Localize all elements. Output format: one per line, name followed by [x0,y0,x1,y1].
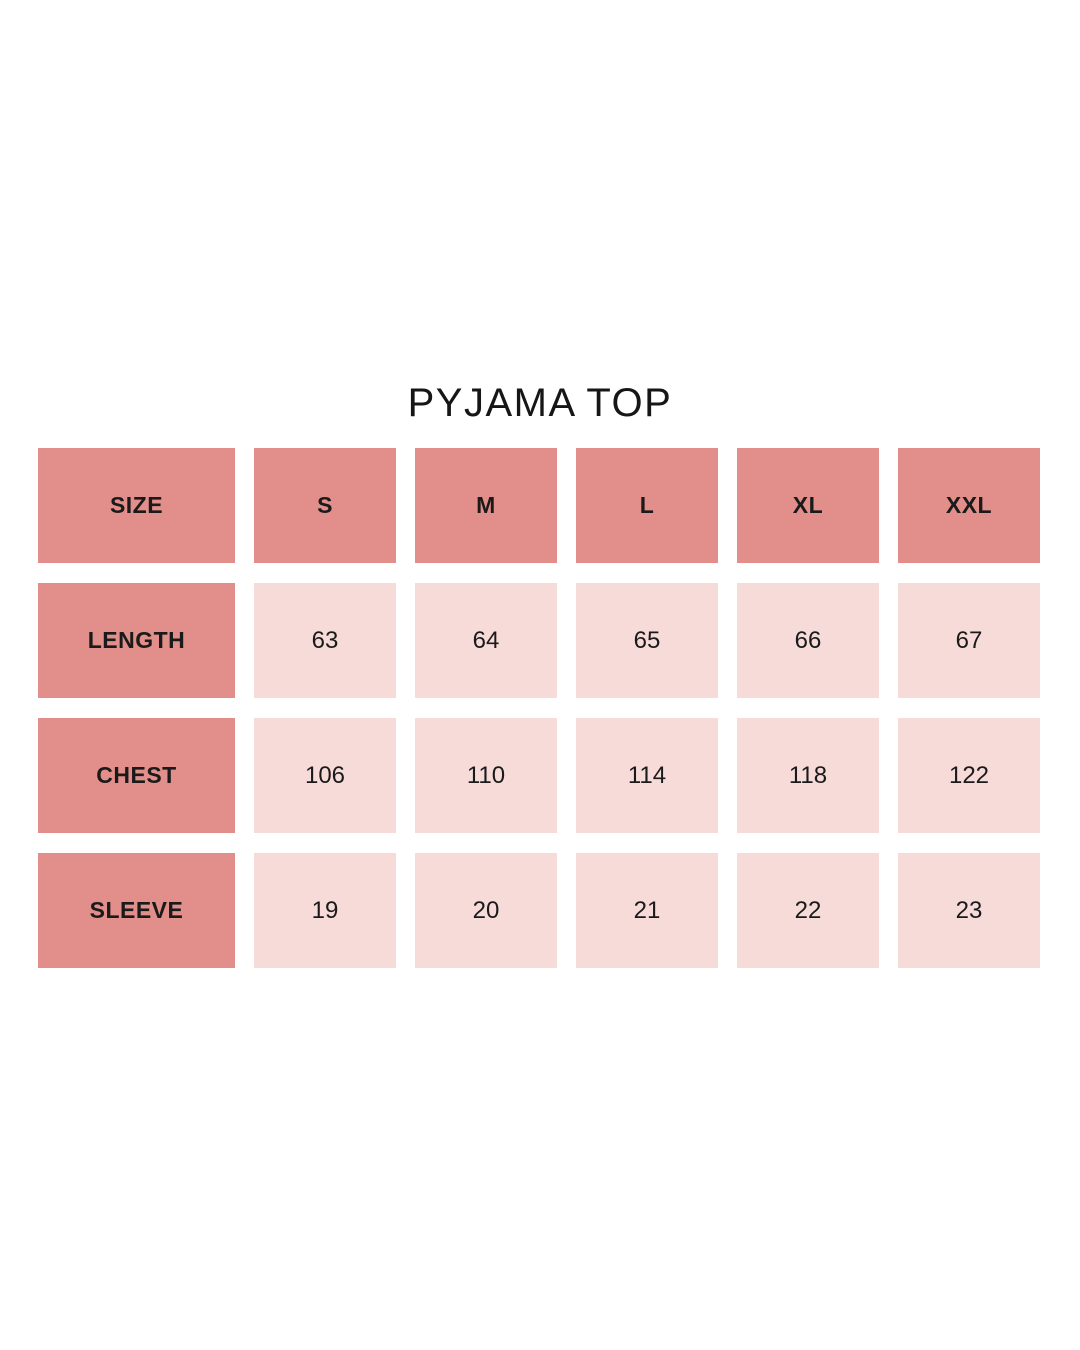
header-cell-xxl: XXL [898,448,1040,563]
value-cell-chest-s: 106 [254,718,396,833]
value-cell-chest-l: 114 [576,718,718,833]
value-cell-chest-xxl: 122 [898,718,1040,833]
row-label-length: LENGTH [38,583,235,698]
row-label-sleeve: SLEEVE [38,853,235,968]
header-cell-m: M [415,448,557,563]
value-cell-sleeve-l: 21 [576,853,718,968]
value-cell-length-l: 65 [576,583,718,698]
page-title: PYJAMA TOP [407,381,673,425]
value-cell-chest-xl: 118 [737,718,879,833]
header-cell-xl: XL [737,448,879,563]
value-cell-length-xl: 66 [737,583,879,698]
header-cell-s: S [254,448,396,563]
value-cell-length-xxl: 67 [898,583,1040,698]
size-chart-table: SIZE S M L XL XXL LENGTH 63 64 65 66 67 … [38,448,1040,968]
header-cell-l: L [576,448,718,563]
value-cell-length-s: 63 [254,583,396,698]
value-cell-sleeve-m: 20 [415,853,557,968]
header-cell-size: SIZE [38,448,235,563]
value-cell-length-m: 64 [415,583,557,698]
row-label-chest: CHEST [38,718,235,833]
value-cell-sleeve-xl: 22 [737,853,879,968]
value-cell-sleeve-xxl: 23 [898,853,1040,968]
value-cell-sleeve-s: 19 [254,853,396,968]
value-cell-chest-m: 110 [415,718,557,833]
